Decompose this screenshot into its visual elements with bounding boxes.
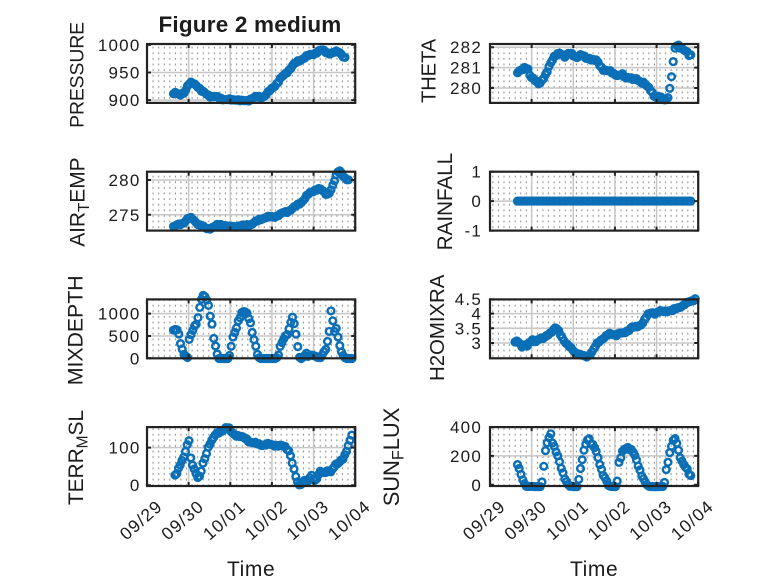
- svg-text:275: 275: [109, 206, 141, 225]
- svg-text:1000: 1000: [98, 36, 141, 55]
- svg-text:Time: Time: [227, 558, 275, 581]
- svg-text:0: 0: [130, 476, 141, 495]
- svg-text:AIRTEMP: AIRTEMP: [67, 157, 94, 246]
- svg-text:500: 500: [109, 327, 141, 346]
- svg-text:200: 200: [450, 447, 482, 466]
- svg-text:950: 950: [109, 64, 141, 83]
- svg-text:3: 3: [471, 334, 482, 353]
- svg-text:H2OMIXRA: H2OMIXRA: [426, 274, 449, 381]
- svg-text:0: 0: [471, 476, 482, 495]
- svg-text:4.5: 4.5: [455, 290, 482, 309]
- svg-text:280: 280: [109, 171, 141, 190]
- svg-text:MIXDEPTH: MIXDEPTH: [64, 275, 88, 385]
- svg-text:400: 400: [450, 418, 482, 437]
- svg-text:280: 280: [450, 79, 482, 98]
- svg-text:TERRMSL: TERRMSL: [65, 410, 92, 505]
- svg-text:282: 282: [450, 38, 482, 57]
- svg-text:900: 900: [109, 91, 141, 110]
- svg-text:1: 1: [471, 163, 482, 182]
- svg-text:RAINFALL: RAINFALL: [434, 153, 457, 250]
- svg-text:Figure 2 medium: Figure 2 medium: [158, 12, 341, 37]
- svg-text:3.5: 3.5: [455, 319, 482, 338]
- svg-text:THETA: THETA: [418, 38, 440, 103]
- svg-text:0: 0: [471, 192, 482, 211]
- svg-text:281: 281: [450, 59, 482, 78]
- svg-text:1000: 1000: [98, 305, 141, 324]
- svg-text:PRESSURE: PRESSURE: [67, 22, 89, 128]
- svg-text:4: 4: [471, 305, 482, 324]
- svg-text:-1: -1: [464, 222, 482, 241]
- svg-text:0: 0: [130, 350, 141, 369]
- svg-text:Time: Time: [570, 558, 618, 581]
- svg-text:100: 100: [109, 439, 141, 458]
